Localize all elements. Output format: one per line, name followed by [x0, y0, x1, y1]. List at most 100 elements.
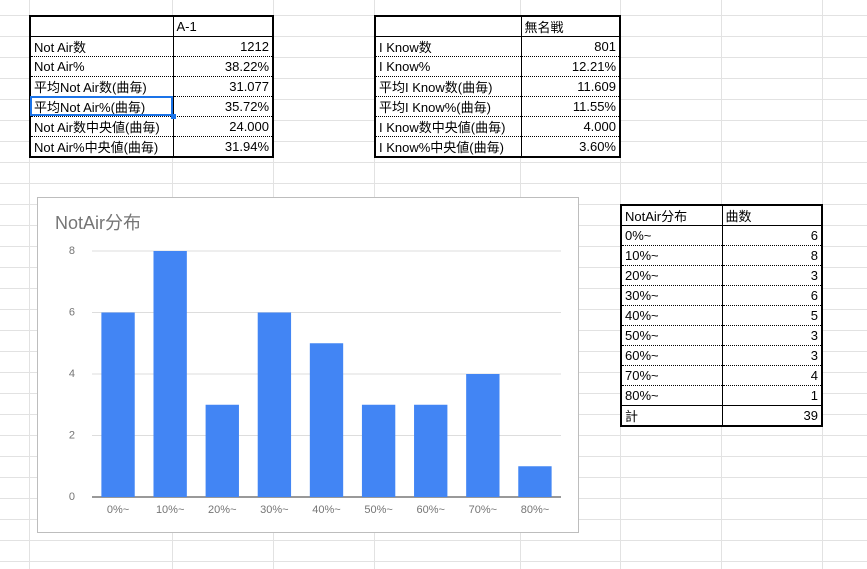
table-row: 70%~ 4 — [620, 365, 823, 386]
table-cell[interactable]: Not Air%中央値(曲毎) — [29, 136, 174, 157]
table-cell[interactable]: 平均Not Air%(曲毎) — [29, 96, 176, 118]
y-tick-label: 0 — [69, 491, 75, 503]
table-cell[interactable]: 8 — [721, 245, 823, 266]
bar — [101, 312, 135, 497]
y-tick-label: 8 — [69, 245, 75, 257]
table-cell[interactable]: 1212 — [172, 36, 274, 57]
table-cell[interactable]: 38.22% — [172, 56, 274, 77]
chart: NotAir分布 0 2 4 6 8 0%~ 10%~ 20%~ 30%~ 40%~ 50%~ 60%… — [37, 197, 579, 533]
table-cell[interactable]: 平均Not Air数(曲毎) — [29, 76, 174, 97]
table-cell[interactable] — [29, 16, 174, 37]
chart-title: NotAir分布 — [55, 213, 141, 233]
table-cell[interactable]: 無名戦 — [520, 16, 621, 37]
bar — [361, 404, 396, 497]
table-row: Not Air数中央値(曲毎) 24.000 — [29, 116, 274, 137]
table-cell[interactable]: 計 — [620, 405, 723, 427]
table-cell[interactable]: 6 — [721, 285, 823, 306]
table-row: 平均Not Air数(曲毎) 31.077 — [29, 76, 274, 97]
table-cell[interactable]: I Know% — [374, 56, 522, 77]
table-cell[interactable]: 50%~ — [620, 325, 723, 346]
header-row: NotAir分布 曲数 — [620, 205, 823, 226]
stats-table: A-1 Not Air数 1212 Not Air% 38.22% 平均Not Air数(… — [29, 15, 274, 158]
table-cell[interactable]: 11.609 — [520, 76, 621, 97]
table-row: 10%~ 8 — [620, 245, 823, 266]
table-cell[interactable]: NotAir分布 — [620, 205, 723, 226]
table-row: 計 39 — [620, 405, 823, 427]
table-cell[interactable]: I Know数中央値(曲毎) — [374, 116, 522, 137]
table-cell[interactable]: 6 — [721, 225, 823, 246]
x-tick-label: 30%~ — [260, 504, 288, 516]
table-cell[interactable]: 39 — [721, 405, 823, 427]
table-cell[interactable]: 30%~ — [620, 285, 723, 306]
y-tick-label: 6 — [69, 306, 75, 318]
table-cell[interactable]: Not Air数 — [29, 36, 174, 57]
table-row: Not Air数 1212 — [29, 36, 274, 57]
distribution-table: NotAir分布 曲数 0%~ 6 10%~ 8 20%~ 3 30%~ 6 40%~ 5 50%~ 3 6… — [620, 204, 823, 427]
table-cell[interactable]: 3 — [721, 265, 823, 286]
x-tick-label: 60%~ — [416, 504, 444, 516]
table-cell[interactable]: 31.077 — [172, 76, 274, 97]
table-cell[interactable]: 平均I Know数(曲毎) — [374, 76, 522, 97]
table-cell[interactable]: 70%~ — [620, 365, 723, 386]
table-cell[interactable]: 24.000 — [172, 116, 274, 137]
table-row: I Know% 12.21% — [374, 56, 621, 77]
table-row: 0%~ 6 — [620, 225, 823, 246]
table-cell[interactable]: Not Air数中央値(曲毎) — [29, 116, 174, 137]
table-row: 30%~ 6 — [620, 285, 823, 306]
table-cell[interactable]: 60%~ — [620, 345, 723, 366]
table-cell[interactable]: 3 — [721, 345, 823, 366]
table-cell[interactable]: 1 — [721, 385, 823, 406]
header-row: 80%~ 1 — [620, 385, 823, 406]
bar — [466, 374, 500, 497]
y-tick-label: 2 — [69, 429, 75, 441]
table-cell[interactable]: 4 — [721, 365, 823, 386]
table-row: I Know%中央値(曲毎) 3.60% — [374, 136, 621, 158]
table-cell[interactable]: 20%~ — [620, 265, 723, 286]
table-cell[interactable]: 31.94% — [172, 136, 274, 157]
table-cell[interactable]: A-1 — [172, 16, 274, 37]
table-row: 20%~ 3 — [620, 265, 823, 286]
y-tick-label: 4 — [69, 368, 75, 380]
table-cell[interactable]: I Know数 — [374, 36, 522, 57]
table-row: I Know数 801 — [374, 36, 621, 57]
x-tick-label: 50%~ — [364, 504, 392, 516]
bar — [257, 312, 292, 497]
x-tick-label: 0%~ — [107, 504, 129, 516]
table-cell[interactable]: 曲数 — [721, 205, 823, 226]
x-tick-label: 40%~ — [312, 504, 340, 516]
stats-table: 無名戦 I Know数 801 I Know% 12.21% 平均I Know数(曲毎) 1… — [374, 15, 621, 158]
table-row: 60%~ 3 — [620, 345, 823, 366]
table-row: 平均I Know数(曲毎) 11.609 — [374, 76, 621, 97]
table-cell[interactable]: 12.21% — [520, 56, 621, 77]
table-cell[interactable]: 80%~ — [620, 385, 723, 406]
table-cell[interactable]: 40%~ — [620, 305, 723, 326]
x-tick-label: 10%~ — [156, 504, 184, 516]
table-cell[interactable]: 10%~ — [620, 245, 723, 266]
table-cell[interactable] — [374, 16, 522, 37]
table-cell[interactable]: 5 — [721, 305, 823, 326]
table-cell[interactable]: Not Air% — [29, 56, 174, 77]
table-cell[interactable]: 平均I Know%(曲毎) — [374, 96, 522, 117]
bar — [414, 404, 448, 497]
bar — [153, 251, 187, 497]
header-row: 無名戦 — [374, 16, 621, 37]
table-cell[interactable]: I Know%中央値(曲毎) — [374, 136, 522, 158]
x-tick-label: 20%~ — [208, 504, 236, 516]
table-cell[interactable]: 0%~ — [620, 225, 723, 246]
header-row: A-1 — [29, 16, 274, 37]
table-row: Not Air% 38.22% — [29, 56, 274, 77]
table-row: I Know数中央値(曲毎) 4.000 — [374, 116, 621, 137]
table-cell[interactable]: 35.72% — [172, 96, 274, 117]
table-row: 50%~ 3 — [620, 325, 823, 346]
table-row: 平均I Know%(曲毎) 11.55% — [374, 96, 621, 117]
table-row: 平均Not Air%(曲毎) 35.72% — [29, 96, 274, 118]
bar — [518, 466, 552, 497]
bar — [309, 343, 344, 497]
x-tick-label: 70%~ — [469, 504, 497, 516]
table-cell[interactable]: 801 — [520, 36, 621, 57]
table-cell[interactable]: 3 — [721, 325, 823, 346]
table-cell[interactable]: 3.60% — [520, 136, 621, 158]
table-cell[interactable]: 11.55% — [520, 96, 621, 117]
table-cell[interactable]: 4.000 — [520, 116, 621, 137]
